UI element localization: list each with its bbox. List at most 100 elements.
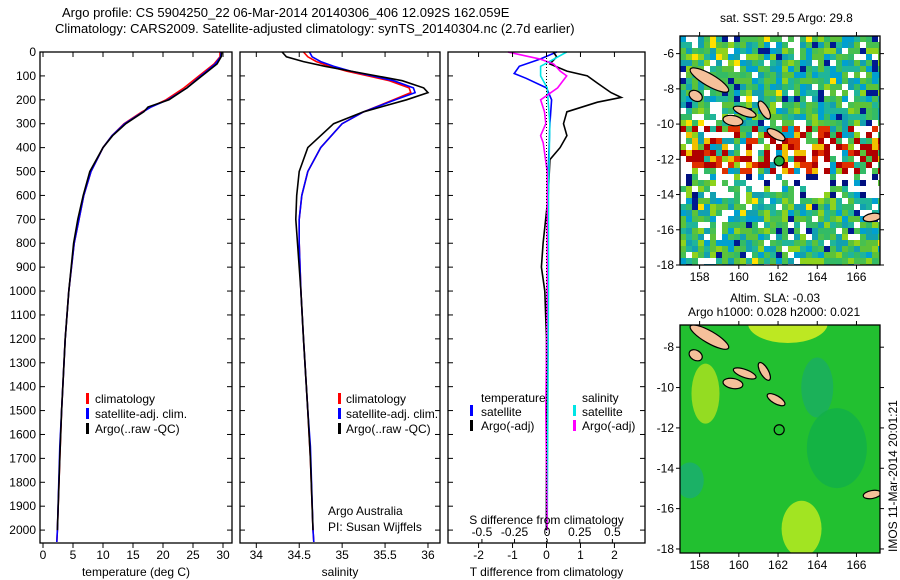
sst-cell: [824, 186, 830, 192]
sst-cell: [830, 120, 836, 126]
sst-cell: [764, 120, 770, 126]
y-tick-label: -10: [657, 381, 675, 395]
sst-cell: [740, 66, 746, 72]
sst-cell: [830, 180, 836, 186]
sst-cell: [746, 216, 752, 222]
sst-cell: [848, 150, 854, 156]
sst-cell: [770, 156, 776, 162]
sst-cell: [776, 84, 782, 90]
sst-cell: [824, 156, 830, 162]
sst-cell: [704, 126, 710, 132]
sst-cell: [800, 66, 806, 72]
sla-anomaly-blob: [748, 325, 828, 343]
sst-cell: [710, 258, 716, 264]
sst-cell: [824, 192, 830, 198]
imos-timestamp: IMOS 11-Mar-2014 20:01:21: [886, 400, 900, 552]
sst-cell: [794, 108, 800, 114]
sst-cell: [746, 168, 752, 174]
sst-cell: [800, 162, 806, 168]
sst-cell: [794, 78, 800, 84]
sst-cell: [812, 42, 818, 48]
sst-cell: [680, 252, 686, 258]
sst-cell: [770, 198, 776, 204]
sst-cell: [806, 102, 812, 108]
sst-cell: [878, 150, 880, 156]
sst-cell: [866, 132, 872, 138]
sst-cell: [764, 186, 770, 192]
sst-cell: [836, 138, 842, 144]
sst-cell: [752, 204, 758, 210]
sst-cell: [752, 66, 758, 72]
sst-cell: [716, 126, 722, 132]
sst-cell: [872, 162, 878, 168]
sst-cell: [710, 216, 716, 222]
sst-cell: [842, 228, 848, 234]
sst-cell: [836, 174, 842, 180]
legend-label: Argo(..raw -QC): [346, 422, 431, 436]
sst-cell: [770, 216, 776, 222]
sst-cell: [704, 108, 710, 114]
sst-cell: [764, 138, 770, 144]
x-tick-label: 0: [40, 548, 47, 562]
sst-cell: [794, 168, 800, 174]
sst-cell: [872, 120, 878, 126]
sst-cell: [842, 96, 848, 102]
sst-cell: [728, 162, 734, 168]
sst-cell: [878, 222, 880, 228]
sst-cell: [686, 156, 692, 162]
sst-cell: [800, 60, 806, 66]
sst-cell: [878, 210, 880, 216]
sst-cell: [860, 96, 866, 102]
sst-cell: [812, 156, 818, 162]
sst-cell: [818, 228, 824, 234]
sst-cell: [710, 42, 716, 48]
sst-cell: [794, 192, 800, 198]
sst-cell: [818, 192, 824, 198]
sst-cell: [842, 132, 848, 138]
sst-cell: [722, 180, 728, 186]
sst-cell: [860, 132, 866, 138]
sst-cell: [866, 210, 872, 216]
sst-cell: [722, 216, 728, 222]
sst-cell: [716, 198, 722, 204]
sst-cell: [866, 150, 872, 156]
sst-cell: [860, 102, 866, 108]
sst-cell: [710, 36, 716, 42]
sst-cell: [758, 162, 764, 168]
sst-cell: [746, 78, 752, 84]
sst-cell: [842, 204, 848, 210]
x-tick-label: 25: [186, 548, 200, 562]
sst-cell: [686, 96, 692, 102]
sst-cell: [872, 54, 878, 60]
sst-cell: [722, 168, 728, 174]
sst-cell: [698, 120, 704, 126]
sst-cell: [842, 234, 848, 240]
sst-cell: [866, 66, 872, 72]
sst-cell: [770, 144, 776, 150]
sst-cell: [710, 126, 716, 132]
sst-cell: [764, 168, 770, 174]
sst-cell: [800, 126, 806, 132]
sst-cell: [818, 114, 824, 120]
sst-cell: [734, 252, 740, 258]
sst-cell: [818, 156, 824, 162]
sst-cell: [878, 234, 880, 240]
sst-cell: [734, 96, 740, 102]
sst-cell: [698, 186, 704, 192]
sst-cell: [752, 90, 758, 96]
sst-cell: [782, 108, 788, 114]
sst-cell: [686, 186, 692, 192]
sst-cell: [788, 66, 794, 72]
sst-cell: [878, 240, 880, 246]
sst-cell: [740, 180, 746, 186]
sst-cell: [704, 132, 710, 138]
sst-cell: [770, 186, 776, 192]
sst-cell: [866, 36, 872, 42]
sst-cell: [764, 234, 770, 240]
sst-cell: [854, 126, 860, 132]
sst-cell: [776, 48, 782, 54]
sst-cell: [866, 138, 872, 144]
sst-cell: [878, 78, 880, 84]
sst-cell: [788, 138, 794, 144]
sst-cell: [776, 138, 782, 144]
